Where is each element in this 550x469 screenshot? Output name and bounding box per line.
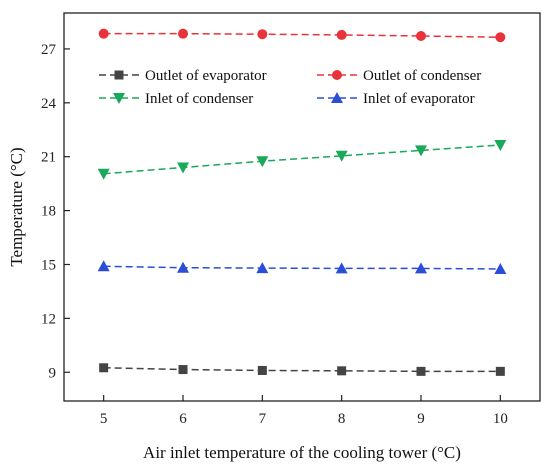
data-point — [415, 145, 427, 157]
data-point — [178, 365, 188, 375]
data-point — [416, 366, 426, 376]
x-tick-label: 8 — [338, 411, 346, 427]
series-inlet-of-condenser — [97, 140, 507, 180]
legend-marker — [332, 70, 342, 80]
data-point — [495, 366, 505, 376]
legend-marker — [114, 70, 124, 80]
legend-label: Inlet of condenser — [145, 91, 253, 107]
data-point — [257, 365, 267, 375]
data-point — [335, 150, 348, 162]
data-point — [416, 30, 426, 41]
data-point — [335, 262, 348, 274]
series-layer — [97, 28, 507, 376]
x-tick-label: 9 — [417, 411, 425, 427]
data-point — [337, 366, 347, 376]
series-inlet-of-evaporator — [97, 260, 507, 274]
axis-ticks: 5 6 7 8 9 10 9 12 15 18 21 24 27 — [41, 42, 508, 427]
y-tick-label: 12 — [41, 311, 56, 327]
data-point — [494, 140, 507, 152]
data-point — [495, 32, 506, 43]
y-tick-label: 15 — [41, 257, 56, 273]
x-axis-label: Air inlet temperature of the cooling tow… — [143, 443, 461, 462]
data-point — [256, 156, 269, 168]
y-tick-label: 18 — [41, 204, 56, 220]
data-point — [98, 28, 109, 39]
data-point — [257, 29, 268, 40]
data-point — [97, 260, 110, 272]
series-outlet-of-condenser — [98, 28, 506, 43]
legend: Outlet of evaporator Outlet of condenser I… — [99, 68, 481, 107]
data-point — [256, 262, 269, 274]
legend-label: Inlet of evaporator — [363, 91, 475, 107]
legend-label: Outlet of condenser — [363, 68, 481, 84]
legend-marker — [113, 93, 125, 104]
y-tick-label: 27 — [41, 42, 57, 58]
series-line — [103, 144, 501, 175]
x-tick-label: 10 — [493, 411, 508, 427]
data-point — [177, 261, 189, 273]
x-tick-label: 5 — [100, 411, 108, 427]
data-point — [494, 262, 507, 274]
data-point — [415, 262, 427, 274]
legend-marker — [331, 92, 343, 103]
series-outlet-of-evaporator — [99, 363, 505, 376]
y-tick-label: 9 — [49, 365, 57, 381]
legend-label: Outlet of evaporator — [145, 68, 267, 84]
data-point — [177, 162, 189, 174]
x-tick-label: 7 — [259, 411, 267, 427]
y-axis-label: Temperature (°C) — [7, 147, 26, 266]
series-line — [103, 367, 501, 373]
data-point — [336, 29, 347, 40]
data-point — [97, 168, 110, 180]
data-point — [178, 28, 188, 39]
legend-item: Inlet of condenser — [99, 91, 253, 107]
y-tick-label: 24 — [41, 96, 57, 112]
legend-item: Inlet of evaporator — [317, 91, 475, 107]
series-line — [103, 32, 501, 38]
y-tick-label: 21 — [41, 150, 56, 166]
x-tick-label: 6 — [179, 411, 187, 427]
series-line — [103, 265, 501, 270]
legend-item: Outlet of condenser — [317, 68, 481, 84]
plot-frame — [63, 12, 541, 402]
legend-item: Outlet of evaporator — [99, 68, 267, 84]
data-point — [99, 363, 109, 373]
